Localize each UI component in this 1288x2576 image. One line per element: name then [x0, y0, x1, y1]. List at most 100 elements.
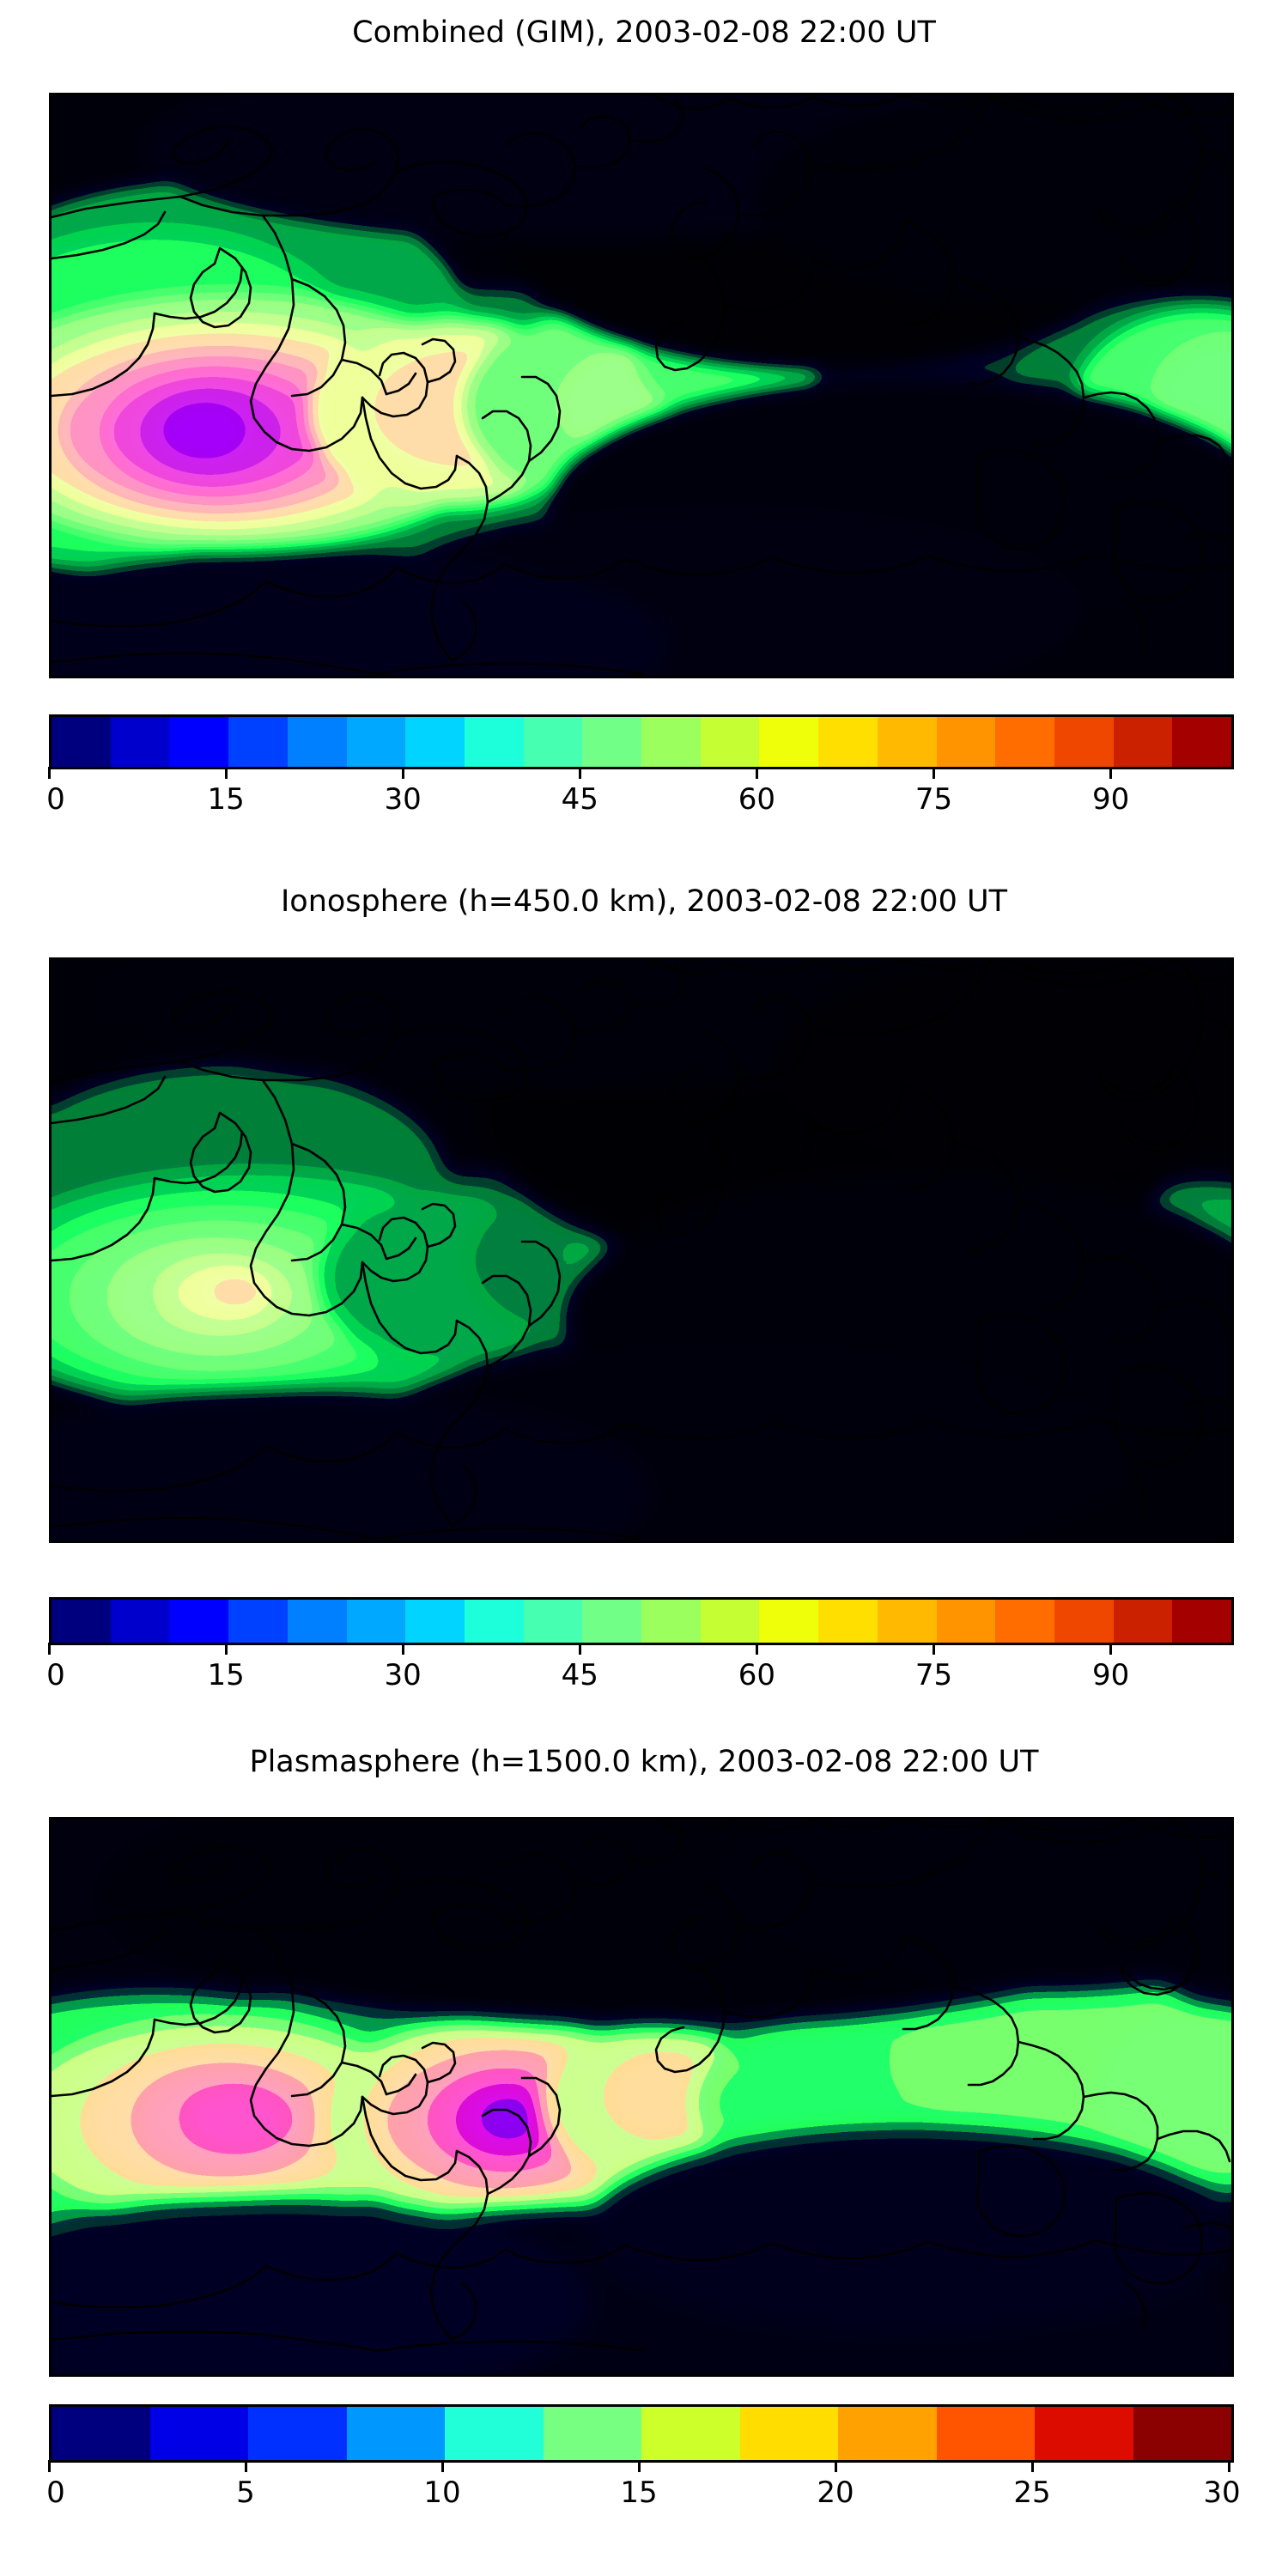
colorbar-tick-0 — [47, 767, 51, 779]
colorbar-tick-label-15: 15 — [207, 782, 245, 817]
colorbar-band-0 — [52, 1600, 111, 1643]
panel-title-ionosphere: Ionosphere (h=450.0 km), 2003-02-08 22:0… — [280, 884, 1008, 919]
colorbar-tick-label-15: 15 — [620, 2476, 658, 2510]
colorbar-ticks-ionosphere: 0 15 30 45 60 75 90 — [46, 1643, 1229, 1703]
colorbar-band-19 — [1172, 717, 1232, 767]
coastlines-combined — [52, 95, 1231, 676]
colorbar-band-5 — [543, 2407, 641, 2460]
colorbar-tick-label-75: 75 — [914, 1658, 953, 1692]
colorbar-band-6 — [405, 717, 465, 767]
colorbar-tick-45 — [578, 1643, 581, 1655]
colorbar-tick-label-25: 25 — [1013, 2476, 1051, 2510]
colorbar-tick-0 — [47, 2460, 51, 2472]
colorbar-swatches-plasmasphere — [52, 2407, 1231, 2460]
coastlines-ionosphere — [52, 960, 1231, 1540]
colorbar-band-13 — [818, 717, 878, 767]
colorbar-tick-60 — [755, 1643, 758, 1655]
colorbar-band-3 — [346, 2407, 445, 2460]
colorbar-band-5 — [346, 717, 406, 767]
colorbar-tick-label-60: 60 — [738, 782, 776, 817]
colorbar-tick-label-90: 90 — [1091, 782, 1130, 817]
colorbar-band-8 — [838, 2407, 937, 2460]
colorbar-tick-label-75: 75 — [914, 782, 953, 817]
colorbar-band-15 — [936, 717, 996, 767]
colorbar-tick-label-90: 90 — [1091, 1658, 1130, 1692]
tec-field-plasmasphere — [52, 1820, 1231, 2374]
colorbar-tick-5 — [244, 2460, 247, 2472]
colorbar-tick-label-60: 60 — [738, 1658, 776, 1692]
colorbar-band-11 — [1133, 2407, 1231, 2460]
colorbar-tick-90 — [1109, 1643, 1113, 1655]
colorbar-band-4 — [445, 2407, 544, 2460]
map-plasmasphere — [49, 1817, 1234, 2377]
colorbar-band-10 — [1035, 2407, 1133, 2460]
colorbar-tick-label-0: 0 — [46, 782, 65, 817]
colorbar-band-17 — [1054, 717, 1114, 767]
colorbar-tick-30 — [401, 1643, 404, 1655]
colorbar-band-8 — [523, 717, 583, 767]
panel-title-combined: Combined (GIM), 2003-02-08 22:00 UT — [352, 15, 936, 50]
colorbar-band-11 — [700, 1600, 760, 1643]
colorbar-ticks-plasmasphere: 0 5 10 15 20 25 30 — [46, 2460, 1241, 2520]
coastlines-plasmasphere — [52, 1820, 1231, 2374]
colorbar-band-12 — [759, 1600, 819, 1643]
colorbar-band-10 — [641, 717, 701, 767]
colorbar-tick-30 — [1227, 2460, 1230, 2472]
colorbar-band-5 — [346, 1600, 406, 1643]
colorbar-band-1 — [110, 1600, 170, 1643]
panel-plasmasphere: Plasmasphere (h=1500.0 km), 2003-02-08 2… — [0, 1717, 1288, 2576]
colorbar-band-11 — [700, 717, 760, 767]
colorbar-band-2 — [169, 717, 229, 767]
colorbar-swatches-combined — [52, 717, 1232, 767]
colorbar-band-0 — [52, 2407, 150, 2460]
colorbar-band-9 — [936, 2407, 1035, 2460]
colorbar-tick-label-10: 10 — [423, 2476, 461, 2510]
colorbar-band-7 — [464, 1600, 524, 1643]
colorbar-band-9 — [582, 1600, 642, 1643]
colorbar-band-1 — [149, 2407, 248, 2460]
colorbar-band-16 — [995, 1600, 1054, 1643]
colorbar-ticks-combined: 0 15 30 45 60 75 90 — [46, 767, 1229, 827]
colorbar-band-1 — [110, 717, 170, 767]
colorbar-tick-label-15: 15 — [207, 1658, 245, 1692]
colorbar-band-4 — [287, 1600, 347, 1643]
colorbar-band-14 — [877, 1600, 937, 1643]
colorbar-tick-label-45: 45 — [561, 782, 598, 817]
panel-title-plasmasphere: Plasmasphere (h=1500.0 km), 2003-02-08 2… — [249, 1745, 1039, 1779]
colorbar-band-8 — [523, 1600, 583, 1643]
panel-combined: Combined (GIM), 2003-02-08 22:00 UT — [0, 0, 1288, 859]
colorbar-ionosphere — [49, 1597, 1234, 1645]
colorbar-tick-label-30: 30 — [1203, 2476, 1241, 2510]
colorbar-tick-15 — [637, 2460, 641, 2472]
colorbar-band-3 — [228, 717, 288, 767]
colorbar-tick-30 — [401, 767, 404, 779]
panel-ionosphere: Ionosphere (h=450.0 km), 2003-02-08 22:0… — [0, 859, 1288, 1717]
colorbar-band-10 — [641, 1600, 701, 1643]
colorbar-tick-60 — [755, 767, 758, 779]
colorbar-band-16 — [995, 717, 1054, 767]
colorbar-tick-label-30: 30 — [384, 782, 422, 817]
colorbar-band-2 — [248, 2407, 347, 2460]
colorbar-band-12 — [759, 717, 819, 767]
colorbar-tick-10 — [440, 2460, 444, 2472]
colorbar-plasmasphere — [49, 2404, 1234, 2463]
colorbar-tick-label-45: 45 — [561, 1658, 598, 1692]
colorbar-band-9 — [582, 717, 642, 767]
colorbar-band-0 — [52, 717, 111, 767]
colorbar-tick-15 — [224, 767, 228, 779]
colorbar-tick-label-5: 5 — [236, 2476, 255, 2510]
map-ionosphere — [49, 957, 1234, 1543]
colorbar-tick-45 — [578, 767, 581, 779]
colorbar-tick-90 — [1109, 767, 1113, 779]
colorbar-band-3 — [228, 1600, 288, 1643]
colorbar-tick-label-20: 20 — [817, 2476, 854, 2510]
colorbar-band-13 — [818, 1600, 878, 1643]
colorbar-swatches-ionosphere — [52, 1600, 1232, 1643]
colorbar-band-2 — [169, 1600, 229, 1643]
tec-field-ionosphere — [52, 960, 1231, 1540]
colorbar-band-7 — [739, 2407, 838, 2460]
colorbar-band-18 — [1113, 1600, 1173, 1643]
colorbar-tick-75 — [933, 1643, 935, 1655]
colorbar-tick-20 — [834, 2460, 837, 2472]
